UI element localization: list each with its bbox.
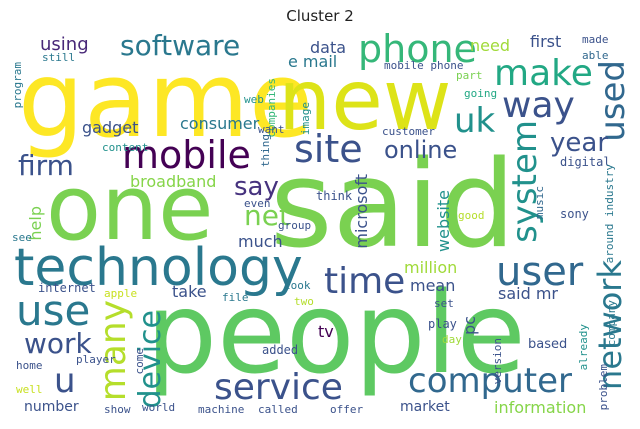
word-pc: pc	[460, 316, 479, 335]
word-one: one	[46, 156, 214, 261]
word-two: two	[294, 295, 314, 308]
word-million: million	[404, 258, 458, 277]
word-system: system	[505, 120, 545, 243]
word-image: image	[299, 102, 312, 136]
word-consumer: consumer	[180, 114, 260, 133]
word-use: use	[16, 286, 91, 335]
word-gadget: gadget	[82, 118, 139, 137]
word-good: good	[458, 209, 485, 222]
word-see: see	[12, 231, 32, 244]
word-around-industry: around industry	[603, 164, 616, 264]
word-first: first	[530, 32, 562, 51]
word-much: much	[238, 232, 283, 251]
word-play: play	[428, 317, 457, 331]
word-file: file	[222, 291, 249, 304]
word-problem: problem	[597, 364, 610, 411]
word-take: take	[172, 282, 207, 301]
word-say: say	[234, 172, 279, 202]
word-home: home	[16, 359, 43, 372]
word-group: group	[278, 219, 312, 232]
word-thing: thing	[259, 134, 272, 168]
word-based: based	[528, 337, 568, 352]
word-company: company	[605, 300, 618, 347]
word-website: website	[434, 190, 453, 252]
word-program: program	[11, 62, 24, 109]
word-mean: mean	[410, 276, 456, 295]
word-well: well	[16, 383, 43, 396]
word-microsoft: microsoft	[352, 174, 371, 249]
word-cloud: said people game one new technology phon…	[8, 28, 632, 423]
word-web: web	[244, 93, 264, 106]
word-using: using	[40, 34, 89, 55]
word-data: data	[310, 38, 347, 57]
word-online: online	[384, 136, 458, 164]
word-made: made	[582, 33, 609, 46]
word-customer: customer	[382, 125, 435, 138]
word-u: u	[54, 361, 76, 401]
word-called: called	[258, 403, 298, 416]
word-mobile-phone: mobile phone	[384, 59, 464, 72]
word-firm: firm	[18, 149, 74, 182]
word-show: show	[104, 403, 131, 416]
word-even: even	[244, 197, 271, 210]
word-version: version	[491, 338, 504, 385]
word-internet: internet	[38, 281, 96, 295]
word-world: world	[142, 401, 176, 414]
word-part: part	[456, 69, 483, 82]
word-computer: computer	[408, 361, 572, 401]
word-added: added	[262, 343, 299, 357]
word-digital: digital	[560, 155, 611, 169]
word-think: think	[316, 189, 353, 203]
word-number: number	[24, 399, 79, 415]
word-day: day	[442, 333, 462, 346]
word-said: said	[270, 136, 516, 275]
word-people: people	[146, 269, 526, 399]
word-music: music	[533, 186, 546, 220]
word-information: information	[494, 398, 587, 417]
word-phone: phone	[358, 28, 477, 71]
word-service: service	[214, 367, 343, 408]
word-tv: tv	[318, 322, 334, 341]
word-offer: offer	[330, 403, 364, 416]
word-want: want	[258, 123, 285, 136]
word-new: new	[278, 51, 452, 149]
word-machine: machine	[198, 403, 245, 416]
word-already: already	[577, 324, 590, 371]
word-make: make	[494, 53, 593, 94]
word-way: way	[502, 85, 575, 126]
word-apple: apple	[104, 287, 138, 300]
word-year: year	[550, 128, 609, 158]
word-come: come	[133, 348, 146, 375]
word-need: need	[470, 36, 510, 55]
word-mobile: mobile	[122, 133, 251, 177]
word-broadband: broadband	[130, 172, 217, 191]
word-time: time	[324, 261, 406, 302]
word-sony: sony	[560, 207, 589, 221]
word-technology: technology	[14, 238, 303, 298]
word-market: market	[400, 399, 450, 415]
word-many: many	[93, 300, 134, 402]
word-e-mail: e mail	[288, 52, 338, 71]
word-look: look	[284, 279, 311, 292]
word-uk: uk	[454, 101, 496, 141]
word-game: game	[18, 39, 314, 161]
word-still: still	[42, 51, 76, 64]
word-software: software	[120, 29, 241, 62]
chart-title: Cluster 2	[286, 7, 354, 25]
word-going: going	[464, 87, 498, 100]
word-user: user	[496, 249, 584, 295]
word-said-mr: said mr	[498, 284, 558, 303]
word-work: work	[24, 327, 92, 360]
word-able: able	[582, 49, 609, 62]
word-player: player	[76, 353, 116, 366]
word-set: set	[434, 297, 454, 310]
word-content: content	[102, 141, 149, 154]
word-site: site	[294, 127, 363, 171]
word-net: net	[244, 199, 290, 232]
